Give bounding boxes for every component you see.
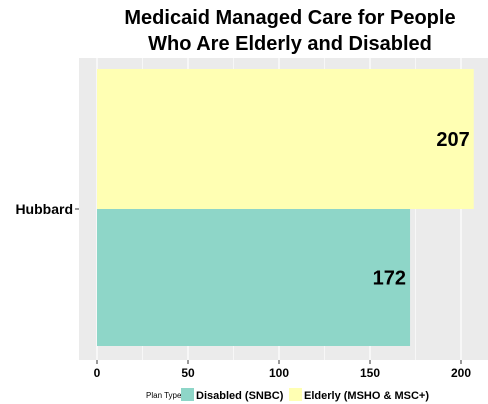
legend-swatch-elderly: [289, 388, 302, 401]
y-axis: Hubbard: [15, 201, 79, 217]
legend: Plan Type: Disabled (SNBC) Elderly (MSHO…: [146, 388, 429, 402]
x-tick-label: 0: [94, 366, 101, 380]
bar-elderly-value-label: 207: [436, 129, 469, 151]
legend-label-elderly: Elderly (MSHO & MSC+): [304, 390, 429, 402]
x-tick-label: 150: [360, 366, 380, 380]
bar-elderly: [97, 69, 474, 209]
bar-disabled-value-label: 172: [373, 268, 406, 290]
y-category-label: Hubbard: [15, 201, 73, 217]
x-tick-label: 100: [269, 366, 289, 380]
legend-title: Plan Type:: [146, 391, 184, 400]
data-labels: 207 172: [373, 129, 470, 290]
x-tick-label: 200: [451, 366, 471, 380]
chart-title-line-2: Who Are Elderly and Disabled: [148, 33, 432, 55]
x-axis: 0 50 100 150 200: [94, 360, 471, 380]
x-tick-label: 50: [181, 366, 195, 380]
legend-label-disabled: Disabled (SNBC): [196, 390, 284, 402]
bars: [97, 69, 474, 346]
legend-swatch-disabled: [181, 388, 194, 401]
bar-disabled: [97, 209, 411, 346]
chart-title-line-1: Medicaid Managed Care for People: [124, 7, 455, 29]
